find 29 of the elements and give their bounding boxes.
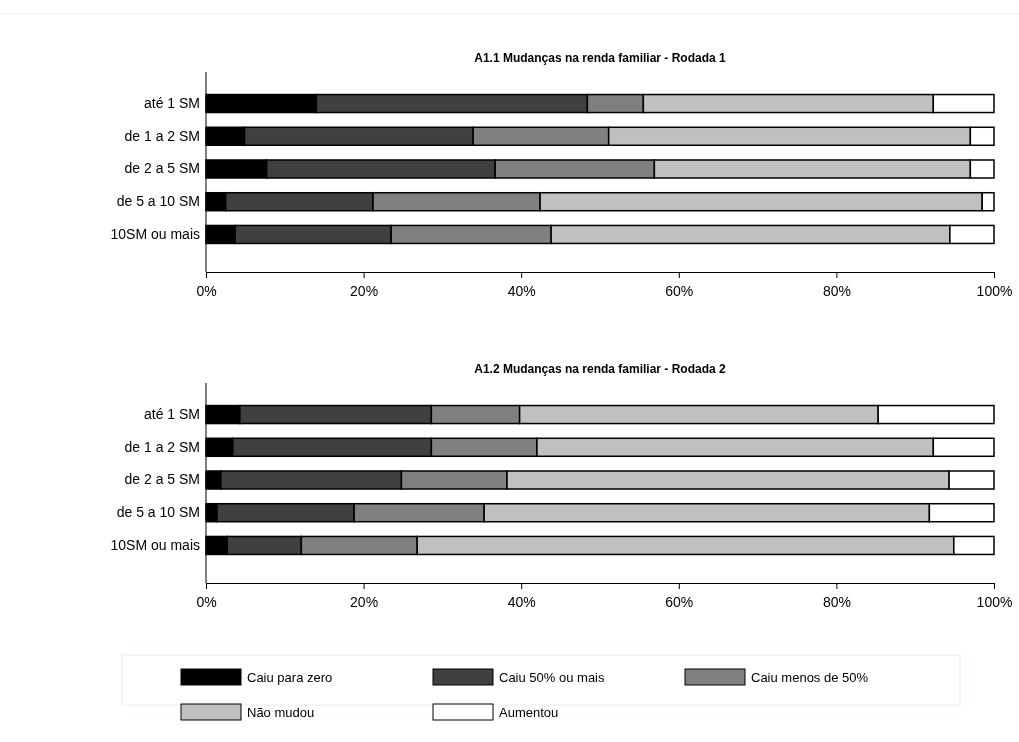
legend-label: Caiu menos de 50% (751, 669, 869, 685)
chart-title: A1.2 Mudanças na renda familiar - Rodada 2 (474, 362, 727, 376)
x-tick-label: 80% (822, 594, 851, 611)
y-tick-label: 10SM ou mais (110, 225, 200, 242)
x-tick-label: 20% (350, 283, 379, 300)
y-tick-label: de 5 a 10 SM (116, 193, 200, 210)
x-tick-label: 60% (665, 594, 694, 611)
y-tick-label: até 1 SM (143, 95, 200, 112)
legend-label: Caiu para zero (247, 669, 333, 685)
y-tick-label: até 1 SM (143, 406, 200, 423)
x-tick-label: 20% (350, 594, 379, 611)
x-tick-label: 0% (196, 594, 217, 611)
x-tick-label: 40% (507, 283, 536, 300)
y-tick-label: 10SM ou mais (110, 536, 200, 553)
x-tick-label: 0% (196, 283, 217, 300)
x-tick-label: 40% (507, 594, 536, 611)
legend-label: Aumentou (499, 704, 559, 720)
y-tick-label: de 1 a 2 SM (124, 127, 200, 144)
chart-title: A1.1 Mudanças na renda familiar - Rodada 1 (474, 51, 727, 65)
x-tick-label: 60% (665, 283, 694, 300)
y-tick-label: de 2 a 5 SM (124, 160, 200, 177)
x-tick-label: 100% (976, 283, 1013, 300)
y-tick-label: de 2 a 5 SM (124, 471, 200, 488)
x-tick-label: 100% (976, 594, 1013, 611)
legend-label: Não mudou (247, 704, 315, 720)
y-tick-label: de 1 a 2 SM (124, 438, 200, 455)
legend-label: Caiu 50% ou mais (499, 669, 605, 685)
y-tick-label: de 5 a 10 SM (116, 504, 200, 521)
x-tick-label: 80% (822, 283, 851, 300)
